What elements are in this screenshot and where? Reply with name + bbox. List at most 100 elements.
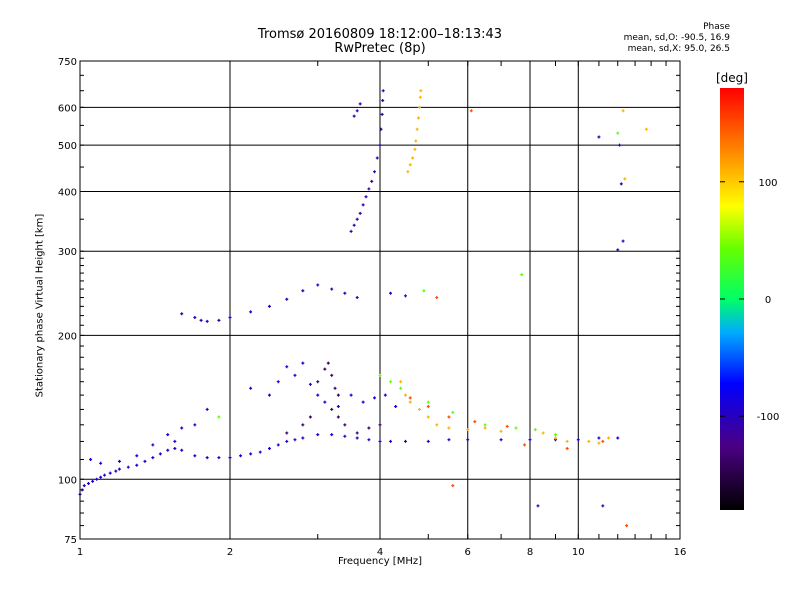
- data-point: [308, 415, 312, 419]
- data-point: [373, 170, 377, 174]
- data-point: [616, 131, 620, 135]
- data-point: [135, 454, 139, 458]
- y-tick-label: 300: [58, 247, 77, 258]
- data-point: [528, 438, 532, 442]
- data-point: [293, 438, 297, 442]
- y-tick-label: 75: [64, 535, 77, 546]
- grid: [80, 61, 680, 539]
- data-point: [426, 400, 430, 404]
- x-tick-label: 2: [227, 547, 233, 558]
- data-point: [447, 426, 451, 430]
- data-point: [415, 127, 419, 131]
- data-point: [523, 443, 527, 447]
- x-tick-label: 6: [465, 547, 471, 558]
- data-point: [285, 439, 289, 443]
- data-point: [330, 373, 334, 377]
- data-point: [435, 296, 439, 300]
- data-point: [95, 477, 99, 481]
- x-tick-label: 4: [377, 547, 383, 558]
- data-point: [166, 448, 170, 452]
- data-point: [126, 465, 130, 469]
- data-point: [466, 428, 470, 432]
- data-point: [355, 109, 359, 113]
- data-point: [173, 446, 177, 450]
- data-point: [536, 504, 540, 508]
- data-point: [389, 439, 393, 443]
- data-point: [619, 182, 623, 186]
- data-point: [408, 400, 412, 404]
- data-point: [293, 373, 297, 377]
- data-point: [330, 287, 334, 291]
- axis-ticks: 1 2 4 6 8 10 16 75 100 200 300 400 500 600 750: [58, 57, 686, 558]
- data-point: [285, 431, 289, 435]
- data-point: [403, 294, 407, 298]
- data-point: [89, 457, 93, 461]
- data-point: [621, 239, 625, 243]
- data-point: [623, 177, 627, 181]
- data-point: [135, 463, 139, 467]
- data-point: [473, 420, 477, 424]
- data-point: [447, 438, 451, 442]
- data-point: [403, 393, 407, 397]
- data-point: [103, 473, 107, 477]
- data-point: [565, 446, 569, 450]
- data-point: [378, 373, 382, 377]
- data-point: [499, 429, 503, 433]
- chart-title: Tromsø 20160809 18:12:00–18:13:43: [257, 27, 503, 42]
- data-point: [249, 386, 253, 390]
- data-point: [418, 95, 422, 99]
- data-point: [343, 423, 347, 427]
- data-point: [285, 297, 289, 301]
- data-point: [399, 380, 403, 384]
- x-tick-label: 8: [527, 547, 533, 558]
- x-tick-label: 16: [674, 547, 687, 558]
- colorbar-ticks: 100 0 -100: [720, 178, 779, 423]
- data-point: [326, 361, 330, 365]
- data-point: [205, 319, 209, 323]
- data-point: [380, 112, 384, 116]
- data-point: [108, 471, 112, 475]
- data-point: [349, 393, 353, 397]
- data-point: [343, 291, 347, 295]
- data-point: [597, 436, 601, 440]
- data-point: [435, 423, 439, 427]
- data-point: [417, 116, 421, 120]
- data-point: [413, 147, 417, 151]
- data-point: [301, 361, 305, 365]
- data-point: [301, 423, 305, 427]
- data-point: [330, 433, 334, 437]
- data-point: [352, 114, 356, 118]
- data-point: [308, 382, 312, 386]
- data-point: [355, 217, 359, 221]
- data-point: [364, 195, 368, 199]
- data-point: [447, 415, 451, 419]
- data-point: [323, 400, 327, 404]
- data-point: [379, 127, 383, 131]
- data-point: [180, 312, 184, 316]
- colorbar-unit-label: [deg]: [716, 71, 748, 85]
- data-point: [375, 156, 379, 160]
- data-point: [403, 439, 407, 443]
- data-point: [373, 396, 377, 400]
- data-point: [316, 393, 320, 397]
- data-point: [151, 443, 155, 447]
- y-tick-label: 600: [58, 103, 77, 114]
- data-point: [355, 431, 359, 435]
- data-point: [644, 127, 648, 131]
- data-point: [381, 99, 385, 103]
- data-point: [158, 452, 162, 456]
- data-point: [370, 179, 374, 183]
- data-point: [316, 283, 320, 287]
- data-point: [239, 454, 243, 458]
- data-point: [361, 400, 365, 404]
- data-point: [466, 438, 470, 442]
- data-point: [411, 156, 415, 160]
- data-point: [228, 456, 232, 460]
- data-point: [367, 187, 371, 191]
- data-point: [114, 469, 118, 473]
- data-point: [417, 407, 421, 411]
- data-points: [78, 89, 648, 528]
- data-point: [336, 393, 340, 397]
- data-point: [316, 433, 320, 437]
